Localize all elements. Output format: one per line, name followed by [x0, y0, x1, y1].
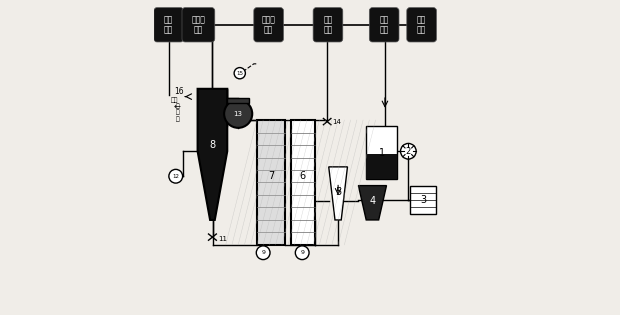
Text: 2: 2: [405, 147, 411, 156]
FancyBboxPatch shape: [313, 8, 343, 42]
Text: ←: ←: [174, 101, 181, 111]
Text: 8: 8: [210, 140, 216, 150]
Text: 16: 16: [174, 88, 184, 96]
Text: 9: 9: [300, 250, 304, 255]
Text: 蒸发
干燥: 蒸发 干燥: [323, 15, 332, 35]
Text: 尾气
处理: 尾气 处理: [379, 15, 389, 35]
Circle shape: [224, 100, 252, 128]
FancyBboxPatch shape: [370, 8, 399, 42]
Text: 13: 13: [234, 111, 242, 117]
Text: 15: 15: [236, 71, 243, 76]
Bar: [366, 154, 397, 179]
Polygon shape: [198, 89, 228, 220]
Circle shape: [295, 246, 309, 260]
Bar: [228, 98, 249, 103]
Bar: [410, 186, 436, 214]
Text: 固体
处置: 固体 处置: [417, 15, 426, 35]
Text: 冷
却
水: 冷 却 水: [175, 103, 179, 122]
Text: 11: 11: [218, 236, 227, 242]
FancyBboxPatch shape: [154, 8, 184, 42]
FancyBboxPatch shape: [182, 8, 215, 42]
Text: 6: 6: [299, 171, 306, 181]
FancyBboxPatch shape: [407, 8, 436, 42]
FancyBboxPatch shape: [254, 8, 283, 42]
Text: 预处理
系统: 预处理 系统: [192, 15, 205, 35]
Circle shape: [169, 169, 183, 183]
Circle shape: [401, 143, 416, 159]
Text: 7: 7: [268, 171, 274, 181]
Text: 脱硫
废水: 脱硫 废水: [164, 15, 174, 35]
Polygon shape: [358, 186, 386, 220]
Circle shape: [256, 246, 270, 260]
Text: 9: 9: [261, 250, 265, 255]
Bar: [257, 120, 285, 245]
Text: 盐水: 盐水: [170, 97, 178, 103]
Bar: [366, 126, 397, 179]
Bar: [291, 120, 315, 245]
Polygon shape: [329, 167, 347, 220]
Text: 4: 4: [370, 196, 376, 206]
Text: 膜浓缩
系统: 膜浓缩 系统: [262, 15, 275, 35]
Text: 5: 5: [335, 187, 341, 197]
Circle shape: [234, 68, 246, 79]
Text: 12: 12: [172, 174, 179, 179]
Text: 3: 3: [420, 195, 426, 205]
Text: 1: 1: [379, 148, 385, 158]
Text: 14: 14: [332, 118, 342, 125]
